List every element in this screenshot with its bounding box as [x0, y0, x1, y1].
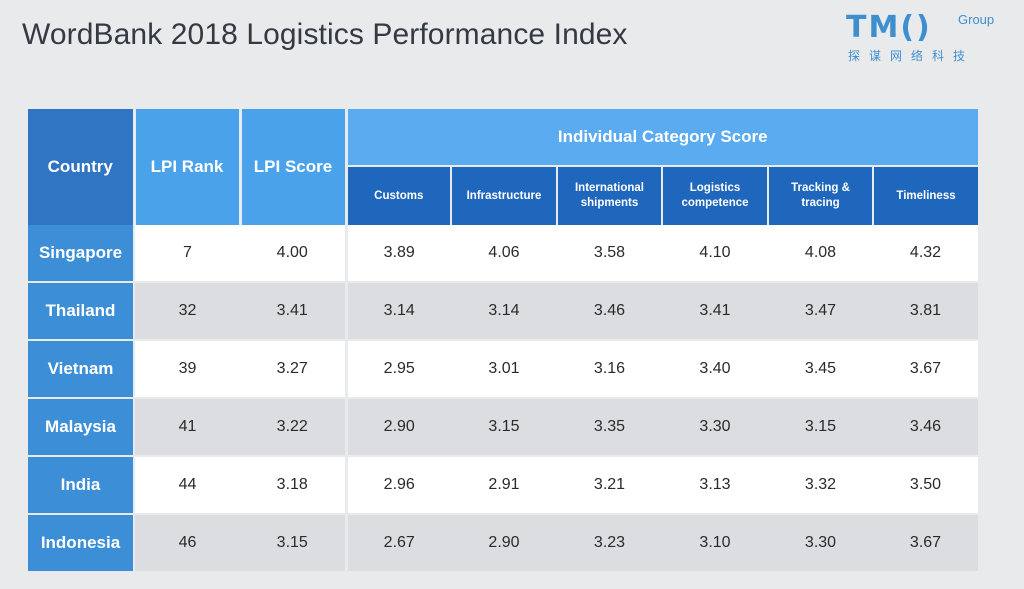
- category-score-cell: 3.50: [873, 456, 978, 515]
- category-score-cell: 3.35: [557, 398, 662, 457]
- category-score-cell: 2.90: [346, 398, 451, 457]
- table-row: Thailand 32 3.41 3.14 3.14 3.46 3.41 3.47 3.81: [28, 282, 978, 341]
- country-cell: India: [28, 456, 135, 515]
- lpi-rank-cell: 39: [134, 340, 240, 399]
- category-score-cell: 3.30: [768, 514, 873, 573]
- lpi-score-cell: 3.27: [240, 340, 348, 399]
- header-category: Infrastructure: [451, 166, 558, 225]
- table-body: Singapore 7 4.00 3.89 4.06 3.58 4.10 4.08 4.32 Th…: [28, 225, 978, 573]
- company-logo: TM() Group 探谋网络科技: [846, 10, 1016, 66]
- header-country: Country: [28, 109, 136, 225]
- category-header-row: Customs Infrastructure International shipme…: [28, 166, 978, 225]
- category-score-cell: 2.90: [451, 514, 557, 573]
- category-score-cell: 3.15: [451, 398, 557, 457]
- category-score-cell: 3.81: [873, 282, 978, 341]
- header-category: Timeliness: [873, 166, 978, 225]
- category-score-cell: 4.08: [768, 225, 873, 283]
- country-cell: Indonesia: [28, 514, 135, 573]
- lpi-score-cell: 3.22: [240, 398, 348, 457]
- page-title: WordBank 2018 Logistics Performance Inde…: [22, 18, 628, 51]
- category-score-cell: 3.46: [873, 398, 978, 457]
- lpi-score-cell: 4.00: [240, 225, 348, 283]
- lpi-rank-cell: 46: [134, 514, 240, 573]
- category-score-cell: 3.41: [662, 282, 768, 341]
- category-score-cell: 3.58: [557, 225, 662, 283]
- category-score-cell: 3.30: [662, 398, 768, 457]
- header-category: Logistics competence: [662, 166, 769, 225]
- country-cell: Thailand: [28, 282, 135, 341]
- header-lpi-rank: LPI Rank: [134, 109, 242, 225]
- category-score-cell: 3.15: [768, 398, 873, 457]
- lpi-rank-cell: 41: [134, 398, 240, 457]
- logo-wordmark: TM(): [846, 10, 932, 45]
- category-score-cell: 4.32: [873, 225, 978, 283]
- category-score-cell: 3.46: [557, 282, 662, 341]
- logo-subtitle: 探谋网络科技: [848, 49, 975, 63]
- category-score-cell: 3.14: [451, 282, 557, 341]
- category-score-cell: 4.10: [662, 225, 768, 283]
- header-category: Tracking & tracing: [768, 166, 874, 225]
- table-row: India 44 3.18 2.96 2.91 3.21 3.13 3.32 3.50: [28, 456, 978, 515]
- header-category: International shipments: [557, 166, 663, 225]
- country-cell: Malaysia: [28, 398, 135, 457]
- lpi-score-cell: 3.41: [240, 282, 348, 341]
- category-score-cell: 3.67: [873, 514, 978, 573]
- category-score-cell: 2.67: [346, 514, 451, 573]
- lpi-score-cell: 3.15: [240, 514, 348, 573]
- category-score-cell: 3.14: [346, 282, 451, 341]
- header-individual-category-score: Individual Category Score: [346, 109, 978, 167]
- category-score-cell: 2.95: [346, 340, 451, 399]
- category-score-cell: 3.32: [768, 456, 873, 515]
- lpi-score-cell: 3.18: [240, 456, 348, 515]
- logo-group-label: Group: [958, 12, 995, 27]
- category-score-cell: 3.23: [557, 514, 662, 573]
- category-score-cell: 3.10: [662, 514, 768, 573]
- category-score-cell: 3.45: [768, 340, 873, 399]
- category-score-cell: 3.13: [662, 456, 768, 515]
- category-score-cell: 3.16: [557, 340, 662, 399]
- category-score-cell: 3.21: [557, 456, 662, 515]
- lpi-rank-cell: 7: [134, 225, 240, 283]
- header-lpi-score: LPI Score: [240, 109, 348, 225]
- lpi-rank-cell: 32: [134, 282, 240, 341]
- lpi-table: Country LPI Rank LPI Score Individual Ca…: [28, 109, 978, 573]
- table-row: Indonesia 46 3.15 2.67 2.90 3.23 3.10 3.30 3.67: [28, 514, 978, 573]
- table-row: Malaysia 41 3.22 2.90 3.15 3.35 3.30 3.15 3.46: [28, 398, 978, 457]
- category-score-cell: 3.01: [451, 340, 557, 399]
- table-row: Singapore 7 4.00 3.89 4.06 3.58 4.10 4.08 4.32: [28, 225, 978, 283]
- category-score-cell: 3.67: [873, 340, 978, 399]
- category-score-cell: 3.89: [346, 225, 451, 283]
- category-score-cell: 4.06: [451, 225, 557, 283]
- category-score-cell: 2.91: [451, 456, 557, 515]
- category-score-cell: 2.96: [346, 456, 451, 515]
- lpi-rank-cell: 44: [134, 456, 240, 515]
- category-score-cell: 3.40: [662, 340, 768, 399]
- table-row: Vietnam 39 3.27 2.95 3.01 3.16 3.40 3.45 3.67: [28, 340, 978, 399]
- country-cell: Singapore: [28, 225, 135, 283]
- header-category: Customs: [346, 166, 452, 225]
- category-score-cell: 3.47: [768, 282, 873, 341]
- country-cell: Vietnam: [28, 340, 135, 399]
